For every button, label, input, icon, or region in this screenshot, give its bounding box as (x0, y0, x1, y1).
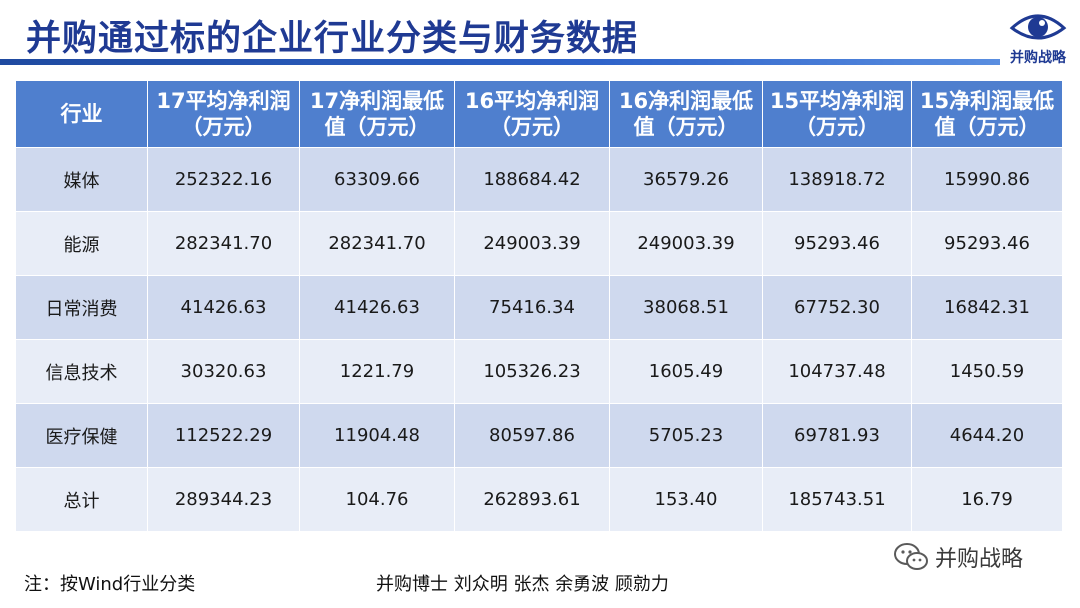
value-cell: 30320.63 (147, 339, 300, 404)
value-cell: 95293.46 (762, 211, 912, 276)
value-cell: 282341.70 (299, 211, 455, 276)
value-cell: 67752.30 (762, 275, 912, 340)
eye-icon (1009, 14, 1067, 40)
value-cell: 252322.16 (147, 147, 300, 212)
watermark-text: 并购战略 (935, 547, 1024, 572)
value-cell: 185743.51 (762, 467, 912, 532)
logo-text: 并购战略 (1010, 50, 1066, 66)
brand-logo: 并购战略 (998, 6, 1078, 72)
value-cell: 104.76 (299, 467, 455, 532)
industry-cell: 总计 (15, 467, 148, 532)
value-cell: 282341.70 (147, 211, 300, 276)
value-cell: 69781.93 (762, 403, 912, 468)
value-cell: 105326.23 (454, 339, 610, 404)
value-cell: 138918.72 (762, 147, 912, 212)
value-cell: 41426.63 (147, 275, 300, 340)
table-row: 总计 289344.23 104.76 262893.61 153.40 185743.5… (15, 467, 1063, 532)
industry-cell: 信息技术 (15, 339, 148, 404)
value-cell: 11904.48 (299, 403, 455, 468)
value-cell: 112522.29 (147, 403, 300, 468)
table-row: 能源 282341.70 282341.70 249003.39 249003.39 95… (15, 211, 1063, 276)
table-row: 日常消费 41426.63 41426.63 75416.34 38068.51 6775… (15, 275, 1063, 340)
wechat-icon (894, 543, 928, 570)
header-col-1: 17平均净利润（万元） (147, 80, 300, 148)
authors-line: 并购博士 刘众明 张杰 余勇波 顾勍力 (376, 574, 669, 595)
value-cell: 1221.79 (299, 339, 455, 404)
value-cell: 1605.49 (609, 339, 763, 404)
value-cell: 95293.46 (911, 211, 1063, 276)
industry-cell: 医疗保健 (15, 403, 148, 468)
value-cell: 188684.42 (454, 147, 610, 212)
value-cell: 289344.23 (147, 467, 300, 532)
value-cell: 153.40 (609, 467, 763, 532)
header-industry: 行业 (15, 80, 148, 148)
industry-cell: 能源 (15, 211, 148, 276)
table-row: 媒体 252322.16 63309.66 188684.42 36579.26 1389… (15, 147, 1063, 212)
header-col-5: 15平均净利润（万元） (762, 80, 912, 148)
footnote: 注：按Wind行业分类 (24, 574, 196, 595)
value-cell: 5705.23 (609, 403, 763, 468)
value-cell: 41426.63 (299, 275, 455, 340)
value-cell: 38068.51 (609, 275, 763, 340)
value-cell: 15990.86 (911, 147, 1063, 212)
value-cell: 262893.61 (454, 467, 610, 532)
value-cell: 104737.48 (762, 339, 912, 404)
industry-cell: 日常消费 (15, 275, 148, 340)
table-row: 医疗保健 112522.29 11904.48 80597.86 5705.23 6978… (15, 403, 1063, 468)
financial-table: 行业 17平均净利润（万元） 17净利润最低值（万元） 16平均净利润（万元） 16净利… (15, 80, 1063, 532)
value-cell: 16842.31 (911, 275, 1063, 340)
table-body: 媒体 252322.16 63309.66 188684.42 36579.26 1389… (15, 147, 1063, 532)
value-cell: 4644.20 (911, 403, 1063, 468)
table-row: 信息技术 30320.63 1221.79 105326.23 1605.49 10473… (15, 339, 1063, 404)
page-title: 并购通过标的企业行业分类与财务数据 (26, 19, 639, 59)
header-col-2: 17净利润最低值（万元） (299, 80, 455, 148)
title-underline (0, 59, 1000, 65)
header-row: 行业 17平均净利润（万元） 17净利润最低值（万元） 16平均净利润（万元） 16净利… (15, 80, 1063, 148)
value-cell: 249003.39 (609, 211, 763, 276)
value-cell: 75416.34 (454, 275, 610, 340)
industry-cell: 媒体 (15, 147, 148, 212)
value-cell: 249003.39 (454, 211, 610, 276)
value-cell: 36579.26 (609, 147, 763, 212)
watermark: 并购战略 (893, 541, 1023, 573)
header-col-4: 16净利润最低值（万元） (609, 80, 763, 148)
value-cell: 80597.86 (454, 403, 610, 468)
header-col-6: 15净利润最低值（万元） (911, 80, 1063, 148)
value-cell: 16.79 (911, 467, 1063, 532)
value-cell: 1450.59 (911, 339, 1063, 404)
table-header: 行业 17平均净利润（万元） 17净利润最低值（万元） 16平均净利润（万元） 16净利… (15, 80, 1063, 148)
header-col-3: 16平均净利润（万元） (454, 80, 610, 148)
value-cell: 63309.66 (299, 147, 455, 212)
